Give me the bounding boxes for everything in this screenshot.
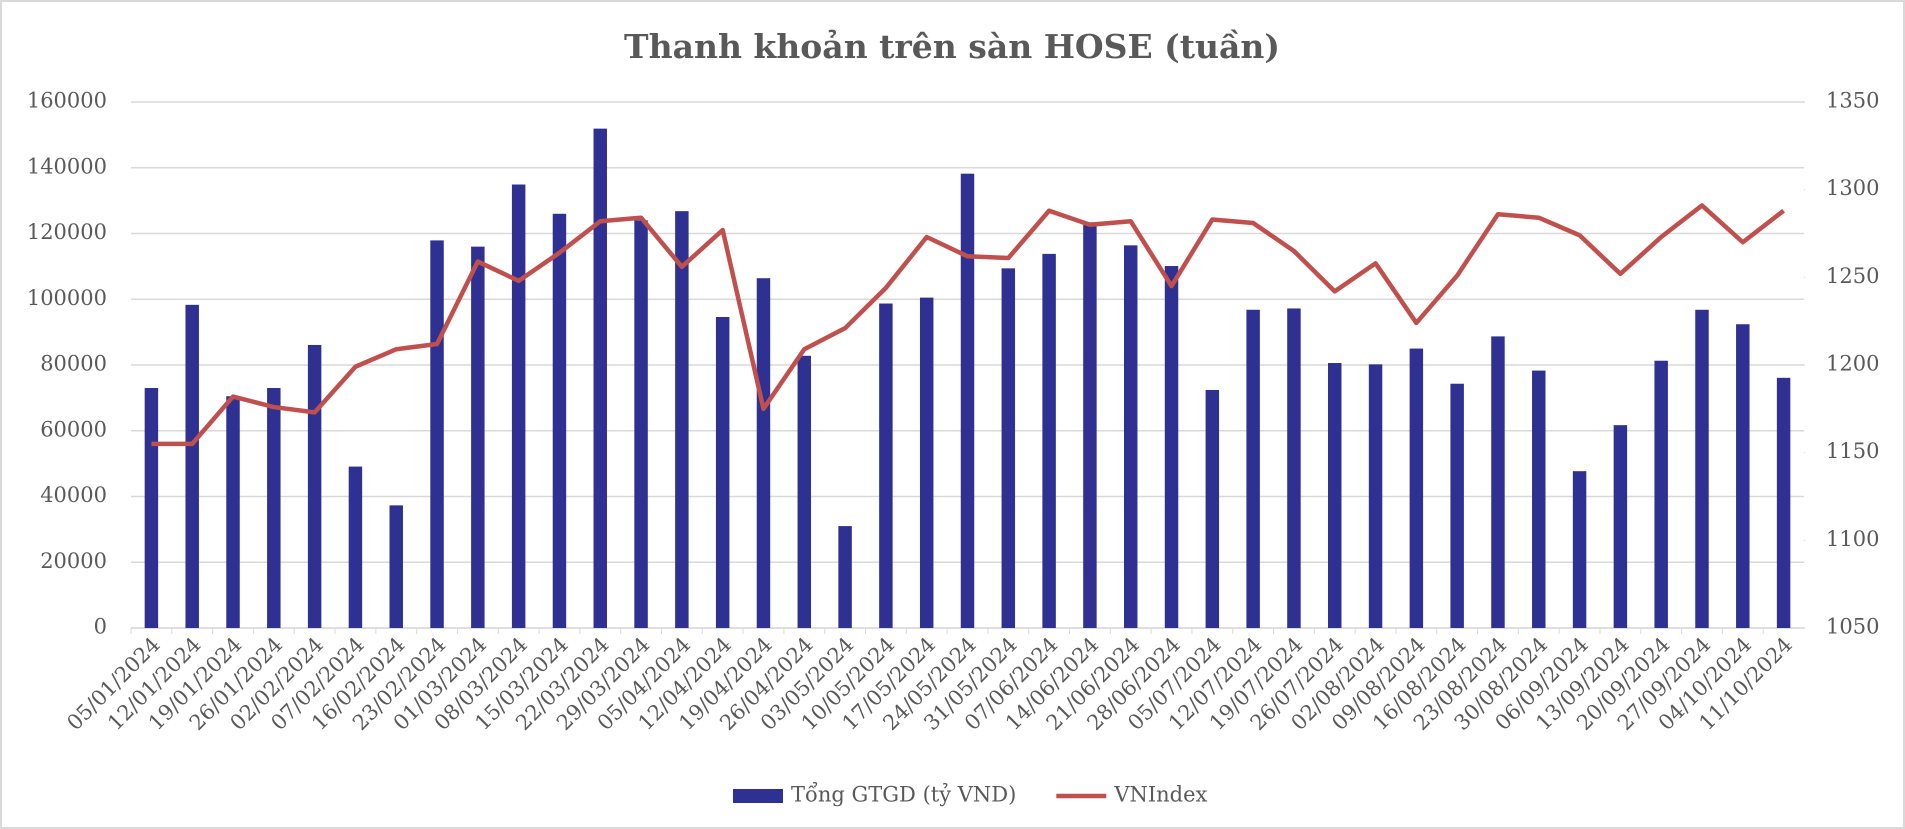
chart-title: Thanh khoản trên sàn HOSE (tuần) [624, 27, 1280, 66]
y-tick-label: 140000 [27, 154, 107, 178]
bar [919, 297, 934, 628]
y-tick-label: 20000 [40, 549, 107, 573]
bar [1695, 309, 1709, 628]
bar [1287, 308, 1301, 628]
bar [879, 303, 893, 628]
bar [307, 344, 322, 628]
bar [1491, 336, 1505, 628]
bar [1450, 383, 1464, 628]
bar [1001, 268, 1016, 628]
y2-tick-label: 1050 [1826, 615, 1879, 639]
legend-label: Tổng GTGD (tỷ VND) [791, 783, 1016, 807]
y-tick-label: 160000 [27, 89, 107, 113]
bar [348, 466, 363, 628]
bar [1572, 471, 1587, 628]
y-tick-label: 120000 [27, 220, 107, 244]
bar [593, 128, 607, 628]
bar [1083, 222, 1097, 628]
bar [1164, 266, 1179, 628]
bar [1123, 245, 1138, 628]
bar [185, 304, 199, 628]
bar [267, 388, 281, 628]
bar [715, 317, 730, 628]
bar [1042, 253, 1056, 628]
y2-tick-label: 1350 [1826, 89, 1879, 113]
bar [838, 526, 852, 628]
y-tick-label: 40000 [40, 483, 107, 507]
bar [552, 213, 567, 628]
y-tick-label: 60000 [40, 417, 107, 441]
y-tick-label: 0 [94, 615, 107, 639]
bar [756, 278, 771, 628]
bar [430, 240, 444, 628]
bar [960, 173, 975, 629]
bar [797, 355, 812, 628]
y-tick-label: 80000 [40, 352, 107, 376]
bar [226, 396, 240, 628]
y-tick-label: 100000 [27, 286, 107, 310]
y2-tick-label: 1250 [1826, 264, 1879, 288]
legend-label: VNIndex [1113, 783, 1207, 807]
bar [675, 211, 689, 628]
y2-tick-label: 1100 [1826, 527, 1879, 551]
bar [511, 184, 526, 629]
y2-tick-label: 1200 [1826, 352, 1879, 376]
bar [1409, 348, 1424, 628]
bar [1532, 370, 1546, 628]
line-series [151, 203, 1785, 447]
bar [1368, 364, 1383, 628]
bar [1736, 324, 1750, 628]
y2-tick-label: 1150 [1826, 439, 1879, 463]
bar [144, 388, 159, 628]
bar [1246, 309, 1260, 628]
bar [1654, 360, 1668, 628]
y2-tick-label: 1300 [1826, 176, 1879, 200]
bar [1328, 363, 1342, 628]
bar [1776, 377, 1791, 628]
bar [1205, 389, 1220, 628]
legend-swatch [733, 789, 783, 803]
bar [471, 246, 485, 628]
bar [1613, 425, 1628, 628]
bar [634, 220, 648, 628]
bar [389, 505, 403, 628]
